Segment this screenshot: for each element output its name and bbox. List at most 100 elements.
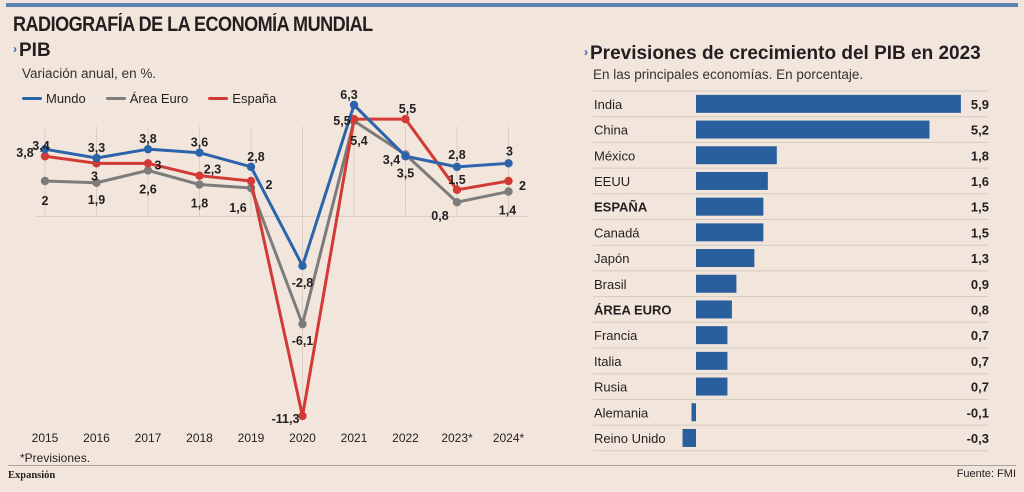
bar-value-italia: 0,7: [971, 354, 989, 369]
chevron-right-icon: ›: [584, 45, 588, 59]
forecast-title-text: Previsiones de crecimiento del PIB en 20…: [590, 43, 981, 64]
bar-category-mexico: México: [594, 148, 635, 163]
data-point--area-euro-2015: [40, 176, 50, 186]
bar-rusia: [696, 377, 728, 396]
x-tick-2024: 2024*: [493, 431, 525, 445]
bar-value-canada: 1,5: [971, 225, 989, 240]
forecast-note: *Previsiones.: [20, 451, 91, 465]
data-label--area-euro-2022: 3,5: [397, 166, 414, 180]
bar-value-eeuu: 1,6: [971, 174, 989, 189]
bar-area-euro: [696, 300, 732, 319]
bar-japon: [696, 249, 755, 268]
data-label-espa-a-2022: 5,5: [399, 102, 416, 116]
gdp-forecast-bar-chart: India 5,9 China 5,2 México 1,8 EEUU 1,6 ESPAÑA 1,…: [593, 90, 989, 452]
bar-value-francia: 0,7: [971, 328, 989, 343]
bar-category-japon: Japón: [594, 251, 629, 266]
data-label--area-euro-2021: 5,4: [350, 134, 367, 148]
data-point-espa-a-2024: [504, 176, 513, 186]
pib-section-title: › PIB: [13, 40, 51, 62]
data-point-espa-a-2019: [246, 176, 256, 186]
data-point-espa-a-2021: [349, 114, 359, 124]
series-line-mundo: [44, 103, 509, 268]
data-label--area-euro-2024: 1,4: [499, 204, 516, 218]
data-label--area-euro-2019: 1,6: [229, 201, 246, 215]
bar-value-china: 5,2: [971, 123, 989, 138]
bar-mexico: [696, 146, 777, 165]
data-label-mundo-2017: 3,8: [139, 132, 156, 146]
data-point-mundo-2022: [401, 152, 410, 161]
data-label--area-euro-2015: 2: [42, 194, 49, 208]
bar-italia: [696, 351, 728, 370]
bar-value-area-euro: 0,8: [971, 302, 989, 317]
legend-item-espana: España: [208, 91, 276, 106]
bar-category-rusia: Rusia: [594, 380, 628, 395]
data-label-espa-a-2017: 3: [155, 158, 162, 172]
data-label-espa-a-2019: 2: [266, 178, 273, 192]
page-title: RADIOGRAFÍA DE LA ECONOMÍA MUNDIAL: [13, 13, 373, 36]
bar-category-francia: Francia: [594, 328, 638, 343]
bar-value-brasil: 0,9: [971, 277, 989, 292]
bar-china: [696, 120, 930, 139]
data-point-mundo-2024: [504, 159, 513, 168]
data-point--area-euro-2023: [452, 197, 462, 207]
forecast-subtitle: En las principales economías. En porcent…: [593, 67, 864, 82]
forecast-section-title: › Previsiones de crecimiento del PIB en 2…: [584, 43, 981, 65]
chevron-right-icon: ›: [13, 42, 17, 56]
x-tick-2023: 2023*: [441, 431, 473, 445]
bar-value-india: 5,9: [971, 97, 989, 112]
data-label-espa-a-2021: 5,5: [333, 114, 350, 128]
data-point-espa-a-2022: [401, 114, 410, 124]
bar-brasil: [696, 274, 737, 293]
data-label-mundo-2015: 3,8: [16, 146, 33, 160]
bar-eeuu: [696, 171, 768, 190]
data-point-espa-a-2015: [40, 152, 50, 161]
legend-swatch-mundo: [22, 97, 42, 100]
bar-value-alemania: -0,1: [967, 405, 989, 420]
data-point-espa-a-2020: [298, 411, 307, 421]
data-label--area-euro-2020: -6,1: [292, 334, 314, 348]
pib-title-text: PIB: [19, 40, 51, 61]
top-accent-bar: [6, 3, 1018, 7]
data-point-espa-a-2023: [452, 185, 462, 195]
data-point-mundo-2019: [246, 162, 256, 172]
data-label-mundo-2024: 3: [506, 144, 513, 158]
data-label-mundo-2020: -2,8: [292, 276, 314, 290]
data-label-espa-a-2018: 2,3: [204, 163, 221, 177]
line-chart-legend: Mundo Área Euro España: [22, 91, 276, 106]
data-point-espa-a-2017: [143, 159, 153, 168]
bar-value-mexico: 1,8: [971, 148, 989, 163]
x-tick-2022: 2022: [392, 431, 419, 445]
footer-divider: [8, 465, 1016, 466]
data-point-mundo-2016: [92, 153, 101, 163]
x-tick-2017: 2017: [135, 431, 162, 445]
x-tick-2019: 2019: [238, 431, 265, 445]
x-tick-2018: 2018: [186, 431, 213, 445]
data-label-mundo-2018: 3,6: [191, 136, 208, 150]
data-point-mundo-2020: [298, 261, 307, 271]
bar-category-area-euro: ÁREA EURO: [594, 302, 672, 317]
data-label--area-euro-2016: 1,9: [88, 193, 105, 207]
data-label-mundo-2016: 3,3: [88, 141, 105, 155]
data-label-mundo-2023: 2,8: [448, 148, 465, 162]
x-tick-2020: 2020: [289, 431, 316, 445]
bar-francia: [696, 326, 728, 345]
legend-swatch-espana: [208, 97, 229, 100]
data-label-mundo-2022: 3,4: [383, 153, 400, 167]
bar-category-brasil: Brasil: [594, 277, 627, 292]
brand-logo: Expansión: [8, 470, 56, 481]
data-point-mundo-2017: [143, 144, 153, 154]
data-point-espa-a-2018: [195, 171, 204, 180]
x-tick-2015: 2015: [32, 431, 59, 445]
bar-value-reino-unido: -0,3: [967, 431, 989, 446]
data-label-espa-a-2020: -11,3: [272, 412, 300, 426]
data-point--area-euro-2020: [298, 319, 307, 329]
data-point--area-euro-2016: [92, 178, 101, 187]
bar-category-espana: ESPAÑA: [594, 200, 648, 215]
bar-canada: [696, 223, 764, 242]
bar-india: [696, 94, 961, 113]
data-point--area-euro-2018: [195, 180, 204, 189]
gdp-line-chart: 3,8 3,3 3,8 3,6 2,8 -2,8 6,3 3,4 2,8 3 2 1,9 2,6 1,8 1…: [16, 88, 529, 445]
bar-category-china: China: [594, 123, 629, 138]
data-label-espa-a-2024: 2: [519, 179, 526, 193]
bar-value-japon: 1,3: [971, 251, 989, 266]
